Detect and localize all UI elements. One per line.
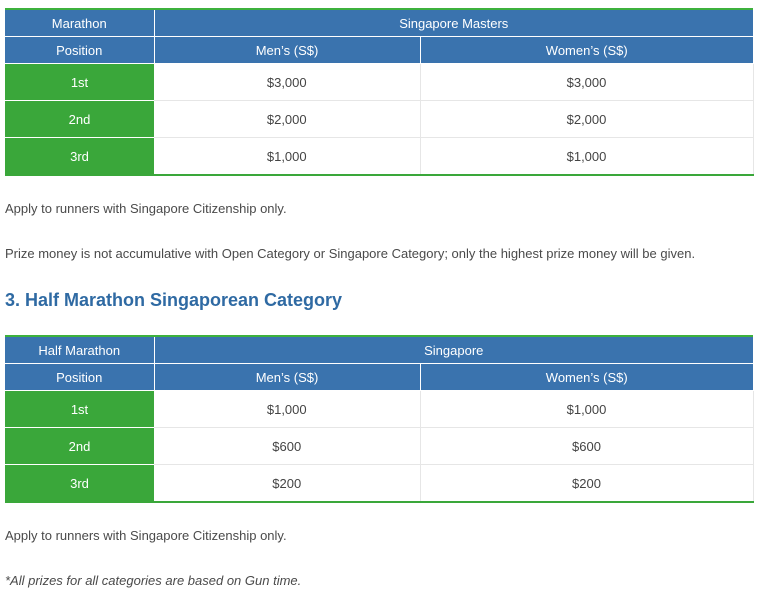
men-prize-cell: $1,000 (154, 137, 421, 176)
half-marathon-prize-table: Half Marathon Singapore Position Men’s (… (5, 335, 754, 503)
section-heading: 3. Half Marathon Singaporean Category (5, 290, 343, 310)
table-row: 1st $1,000 $1,000 (5, 390, 754, 428)
table-row: 3rd $1,000 $1,000 (5, 137, 754, 176)
women-prize-cell: $1,000 (420, 390, 754, 428)
men-header: Men’s (S$) (154, 36, 421, 64)
gun-time-note: *All prizes for all categories are based… (5, 573, 302, 588)
position-cell: 1st (5, 390, 154, 428)
position-cell: 3rd (5, 137, 154, 176)
women-header: Women’s (S$) (420, 36, 753, 64)
table-row: 1st $3,000 $3,000 (5, 63, 754, 101)
table-header-row: Half Marathon Singapore (5, 336, 753, 364)
women-prize-cell: $1,000 (420, 137, 754, 176)
table-header-row: Marathon Singapore Masters (5, 9, 753, 37)
category-header: Half Marathon (5, 336, 155, 364)
table-subheader-row: Position Men’s (S$) Women’s (S$) (5, 363, 753, 391)
table-row: 3rd $200 $200 (5, 464, 754, 503)
women-header: Women’s (S$) (420, 363, 753, 391)
men-prize-cell: $3,000 (154, 63, 421, 101)
prize-accumulation-note: Prize money is not accumulative with Ope… (5, 246, 696, 261)
citizenship-note: Apply to runners with Singapore Citizens… (5, 528, 287, 543)
position-header: Position (5, 363, 155, 391)
women-prize-cell: $2,000 (420, 100, 754, 138)
women-prize-cell: $3,000 (420, 63, 754, 101)
group-header: Singapore Masters (154, 9, 753, 37)
group-header: Singapore (154, 336, 753, 364)
table-subheader-row: Position Men’s (S$) Women’s (S$) (5, 36, 753, 64)
table-row: 2nd $600 $600 (5, 427, 754, 465)
women-prize-cell: $600 (420, 427, 754, 465)
position-header: Position (5, 36, 155, 64)
category-header: Marathon (5, 9, 155, 37)
position-cell: 2nd (5, 427, 154, 465)
men-prize-cell: $2,000 (154, 100, 421, 138)
men-prize-cell: $200 (154, 464, 421, 503)
men-header: Men’s (S$) (154, 363, 421, 391)
men-prize-cell: $600 (154, 427, 421, 465)
position-cell: 3rd (5, 464, 154, 503)
table-row: 2nd $2,000 $2,000 (5, 100, 754, 138)
position-cell: 1st (5, 63, 154, 101)
citizenship-note: Apply to runners with Singapore Citizens… (5, 201, 287, 216)
women-prize-cell: $200 (420, 464, 754, 503)
men-prize-cell: $1,000 (154, 390, 421, 428)
position-cell: 2nd (5, 100, 154, 138)
marathon-masters-prize-table: Marathon Singapore Masters Position Men’… (5, 8, 754, 176)
